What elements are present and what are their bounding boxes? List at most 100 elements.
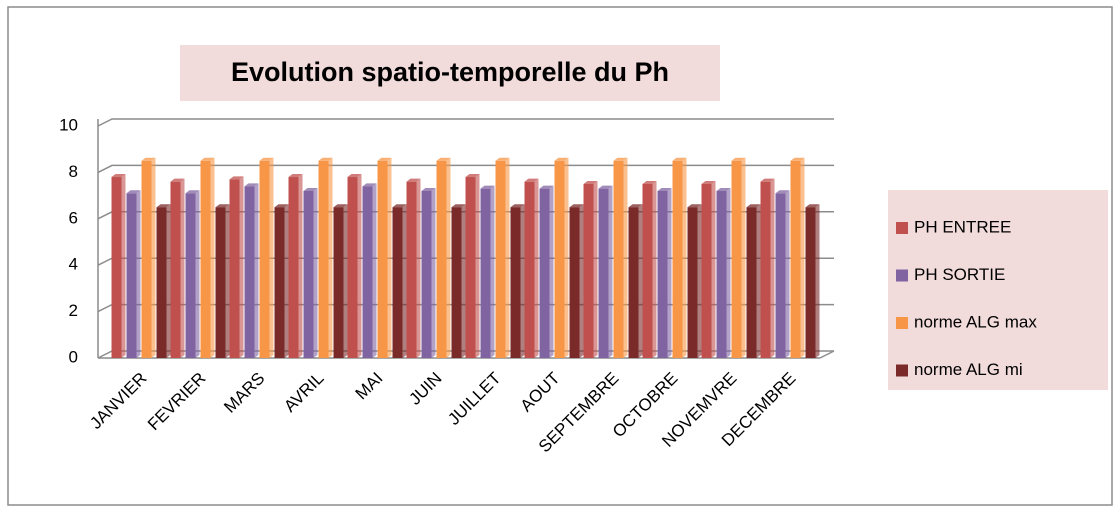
bar-side — [520, 204, 525, 358]
bar-side — [431, 187, 436, 358]
bar-top — [377, 157, 392, 161]
bar-top — [583, 181, 598, 184]
y-tick-label: 10 — [59, 115, 78, 134]
bar-side — [180, 178, 185, 358]
legend-label: norme ALG max — [914, 312, 1037, 331]
bar-top — [480, 185, 495, 189]
bar — [760, 181, 771, 358]
bar — [170, 181, 181, 358]
bar — [716, 190, 727, 358]
bar-top — [701, 181, 716, 184]
grid-line — [97, 164, 834, 174]
bar — [790, 160, 801, 358]
legend-swatch — [896, 269, 908, 282]
bar-top — [200, 157, 215, 161]
bar — [598, 188, 609, 358]
bar — [480, 188, 491, 358]
bar-top — [347, 174, 362, 178]
bar-side — [534, 178, 539, 358]
bar — [421, 190, 432, 358]
bar — [318, 160, 329, 358]
bar — [510, 207, 521, 358]
bar-top — [760, 178, 775, 182]
bar-top — [215, 204, 230, 208]
bar — [701, 184, 712, 358]
bar-top — [288, 174, 303, 178]
bar-side — [446, 157, 451, 358]
bar-top — [524, 178, 539, 182]
bar — [613, 160, 624, 358]
bar-top — [613, 157, 628, 161]
bar — [436, 160, 447, 358]
bar — [141, 160, 152, 358]
bar-top — [790, 157, 805, 161]
y-tick-label: 6 — [69, 208, 78, 227]
bar-side — [593, 181, 598, 358]
bar-side — [225, 204, 230, 358]
bar-top — [510, 204, 525, 208]
bar — [465, 177, 476, 358]
bar-side — [402, 204, 407, 358]
axis — [819, 350, 835, 359]
bar — [451, 207, 462, 358]
bar-side — [284, 204, 289, 358]
bar-top — [244, 183, 259, 187]
bar — [200, 160, 211, 358]
bar-side — [564, 157, 569, 358]
bar-side — [461, 204, 466, 358]
bar-side — [121, 174, 126, 358]
bar-top — [156, 204, 171, 208]
bar — [259, 160, 270, 358]
bar — [406, 181, 417, 358]
bar — [657, 190, 668, 358]
bar-top — [731, 157, 746, 161]
bar-top — [598, 185, 613, 189]
bar-top — [141, 157, 156, 161]
bar — [524, 181, 535, 358]
bar-top — [687, 204, 702, 208]
bar-top — [170, 178, 185, 182]
bar-top — [642, 181, 657, 184]
bar-top — [539, 185, 554, 189]
bar-top — [421, 187, 436, 191]
bar-side — [726, 187, 731, 358]
legend-swatch — [896, 222, 908, 234]
y-tick-label: 2 — [69, 301, 78, 320]
bar-top — [451, 204, 466, 208]
bar-top — [465, 174, 480, 178]
bar-side — [269, 157, 274, 358]
bar-top — [746, 204, 761, 208]
y-tick-label: 8 — [69, 162, 78, 181]
bar — [362, 186, 373, 358]
chart-title: Evolution spatio-temporelle du Ph — [231, 57, 669, 87]
bar-side — [505, 157, 510, 358]
bar-side — [741, 157, 746, 358]
bar-side — [549, 185, 554, 358]
bar-top — [274, 204, 289, 208]
bar — [333, 207, 344, 358]
bar — [274, 207, 285, 358]
bar-side — [667, 187, 672, 358]
bar-top — [569, 204, 584, 208]
bar-top — [775, 190, 790, 194]
bar-side — [343, 204, 348, 358]
bar-side — [785, 190, 790, 358]
bar — [303, 190, 314, 358]
bar — [672, 160, 683, 358]
bar — [288, 177, 299, 358]
bar-side — [652, 181, 657, 358]
bar — [554, 160, 565, 358]
bar-side — [756, 204, 761, 358]
legend-swatch — [896, 317, 908, 329]
bar-side — [151, 157, 156, 358]
bar — [805, 207, 816, 358]
bar — [229, 179, 240, 358]
bar-side — [357, 174, 362, 358]
legend-swatch — [896, 364, 908, 377]
bar — [244, 186, 255, 358]
bar-side — [136, 190, 141, 358]
bar-top — [716, 187, 731, 191]
bar-top — [318, 157, 333, 161]
bar-top — [628, 204, 643, 208]
bar — [687, 207, 698, 358]
